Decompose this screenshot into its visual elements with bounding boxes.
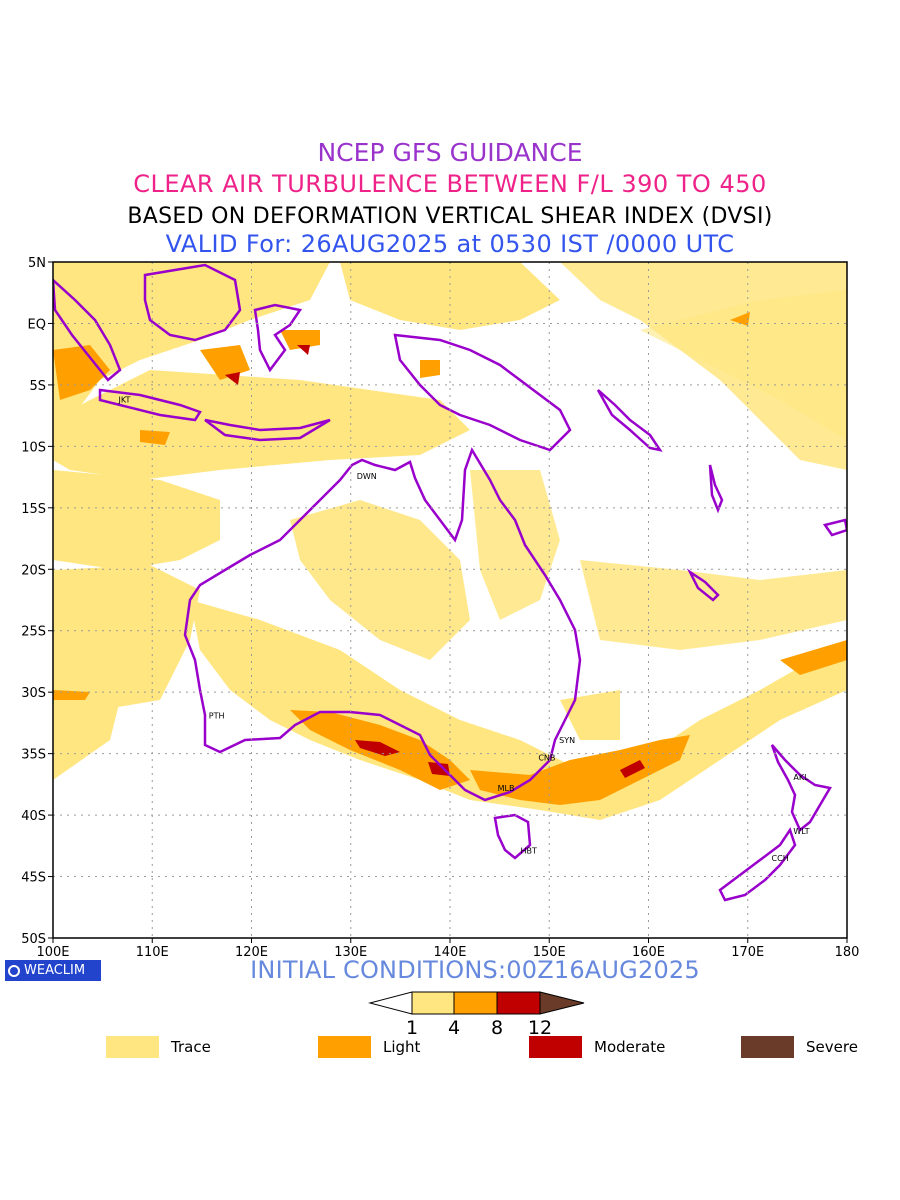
turbulence-fill-layer	[53, 262, 847, 820]
legend-light: Light	[318, 1036, 420, 1058]
title-line-1: NCEP GFS GUIDANCE	[317, 138, 583, 167]
colorbar-tick-label: 12	[528, 1017, 552, 1039]
australia-coast	[183, 447, 582, 802]
trace-areas	[53, 262, 847, 820]
borneo-coast	[143, 263, 242, 342]
tasmania-coast	[493, 813, 532, 860]
colorbar-tick-label: 4	[448, 1017, 460, 1039]
lat-label: 50S	[21, 932, 46, 947]
city-label-mlb: MLB	[498, 784, 515, 793]
legend-swatch-severe	[741, 1036, 794, 1058]
fiji-coast	[822, 518, 847, 537]
city-label-cch: CCH	[772, 854, 789, 863]
lon-label: 100E	[36, 945, 69, 960]
lon-label: 180	[835, 945, 860, 960]
legend-swatch-light	[318, 1036, 371, 1058]
new-guinea-coast	[393, 333, 572, 452]
colorbar-light	[453, 991, 498, 1015]
city-label-wlt: WLT	[793, 827, 809, 836]
legend-swatch-trace	[106, 1036, 159, 1058]
title-line-2: CLEAR AIR TURBULENCE BETWEEN F/L 390 TO …	[133, 170, 767, 198]
city-label-dwn: DWN	[357, 472, 377, 481]
vanuatu-coast	[708, 464, 724, 514]
city-label-akl: AKL	[793, 773, 809, 782]
lat-label: 20S	[21, 563, 46, 578]
colorbar-low-triangle	[368, 991, 413, 1015]
colorbar-tick-labels: 1 4 8 12	[406, 1017, 552, 1039]
axis-ticks	[48, 261, 848, 943]
new-caledonia-coast	[686, 568, 720, 602]
colorbar-high-triangle	[539, 991, 585, 1015]
city-labels: JKT DWN PTH SYN CNB MLB HBT AKL WLT CCH	[117, 396, 809, 863]
nz-south-coast	[718, 827, 797, 902]
colorbar-moderate	[496, 991, 541, 1015]
legend-label-severe: Severe	[806, 1038, 858, 1056]
legend-label-trace: Trace	[171, 1038, 211, 1056]
lat-label: 30S	[21, 686, 46, 701]
initial-conditions: INITIAL CONDITIONS:00Z16AUG2025	[250, 956, 700, 984]
logo-text: WEACLIM	[24, 963, 86, 978]
lon-label: 150E	[533, 945, 566, 960]
colorbar-tick-label: 8	[491, 1017, 503, 1039]
nz-north-coast	[770, 744, 832, 832]
lon-label: 160E	[632, 945, 665, 960]
legend-swatch-moderate	[529, 1036, 582, 1058]
lat-label: EQ	[28, 317, 46, 332]
lat-label: 15S	[21, 502, 46, 517]
lat-label: 35S	[21, 748, 46, 763]
solomon-coast	[596, 389, 663, 452]
colorbar-trace	[411, 991, 455, 1015]
lon-label: 170E	[731, 945, 764, 960]
coastlines	[53, 263, 847, 902]
city-label-cnb: CNB	[538, 753, 555, 762]
lon-labels: 100E 110E 120E 130E 140E 150E 160E 170E 180	[36, 945, 859, 960]
legend-moderate: Moderate	[529, 1036, 665, 1058]
colorbar	[368, 991, 585, 1015]
lat-label: 40S	[21, 809, 46, 824]
city-label-jkt: JKT	[117, 396, 130, 405]
lat-label: 5N	[28, 256, 46, 271]
legend-trace: Trace	[106, 1036, 211, 1058]
java-coast	[98, 388, 202, 422]
legend-severe: Severe	[741, 1036, 858, 1058]
lon-label: 140E	[433, 945, 466, 960]
lon-label: 110E	[136, 945, 169, 960]
graticule	[53, 262, 847, 938]
lat-labels: 5N EQ 5S 10S 15S 20S 25S 30S 35S 40S 45S 50S	[21, 256, 46, 947]
city-label-syn: SYN	[559, 736, 575, 745]
lat-label: 5S	[29, 379, 46, 394]
lon-label: 130E	[334, 945, 367, 960]
legend-label-moderate: Moderate	[594, 1038, 666, 1056]
moderate-areas	[225, 345, 645, 778]
city-label-pth: PTH	[209, 712, 225, 721]
lat-label: 25S	[21, 625, 46, 640]
city-label-hbt: HBT	[520, 847, 537, 856]
legend-label-light: Light	[383, 1038, 421, 1056]
sumatra-coast	[53, 278, 122, 382]
weaclim-logo: WEACLIM	[5, 960, 101, 981]
lat-label: 45S	[21, 871, 46, 886]
colorbar-tick-label: 1	[406, 1017, 418, 1039]
title-line-3: BASED ON DEFORMATION VERTICAL SHEAR INDE…	[127, 204, 773, 229]
lesser-sunda-coast	[204, 418, 331, 442]
lon-label: 120E	[235, 945, 268, 960]
sulawesi-coast	[253, 303, 303, 373]
logo-ring-icon	[8, 964, 20, 977]
lat-label: 10S	[21, 440, 46, 455]
title-line-4: VALID For: 26AUG2025 at 0530 IST /0000 U…	[165, 230, 735, 258]
